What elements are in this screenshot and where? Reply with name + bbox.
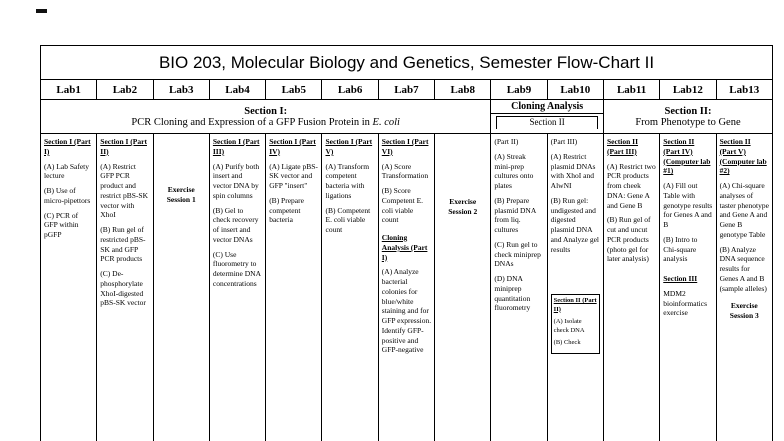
column-heading: Section I (Part III) — [212, 137, 260, 156]
section1-header: Section I: PCR Cloning and Expression of… — [39, 99, 492, 134]
column-text: (B) Run gel of restricted pBS-SK and GFP… — [100, 225, 146, 264]
lab-header-7: Lab7 — [377, 79, 436, 100]
column-text: (A) Purify both insert and vector DNA by… — [212, 161, 260, 200]
lab12-column: Section II (Part IV) (Computer lab #1) (A… — [659, 133, 717, 441]
lab11-column: Section II (Part III) (A) Restrict two PC… — [602, 133, 661, 441]
column-text: (D) DNA miniprep quantitation fluorometr… — [494, 274, 531, 313]
lab10-column: (Part III) (A) Restrict plasmid DNAs with… — [546, 133, 604, 441]
section1-subtitle-text: PCR Cloning and Expression of a GFP Fusi… — [131, 116, 373, 128]
column-text: (A) Restrict plasmid DNAs with XhoI and … — [550, 151, 596, 190]
column-text: (B) Prepare plasmid DNA from liq. cultur… — [494, 195, 536, 234]
lab8-column: Exercise Session 2 — [434, 133, 492, 441]
exercise-session-label: Exercise Session 1 — [166, 185, 196, 204]
section2-title: Section II: — [664, 105, 712, 117]
column-text: (A) Score Transformation — [381, 161, 429, 181]
lab7-column: Section I (Part VI) (A) Score Transformat… — [377, 133, 436, 441]
lab1-column: Section I (Part I) (A) Lab Safety lecture… — [39, 133, 98, 441]
lab-header-5: Lab5 — [265, 79, 323, 100]
column-text: (C) Run gel to check miniprep DNAs — [494, 239, 541, 269]
lab2-column: Section I (Part II) (A) Restrict GFP PCR … — [96, 133, 154, 441]
column-text: (B) Intro to Chi-square analysis — [663, 234, 698, 264]
lab6-column: Section I (Part V) (A) Transform competen… — [321, 133, 379, 441]
column-heading: Cloning Analysis (Part I) — [381, 233, 428, 262]
section2-subtitle: From Phenotype to Gene — [635, 116, 741, 128]
cloning-analysis-header: Cloning Analysis Section II — [490, 99, 604, 134]
column-text: (B) Prepare competent bacteria — [269, 195, 304, 225]
column-text: (B) Analyze DNA sequence results for Gen… — [719, 244, 767, 293]
column-text: (A) Analyze bacterial colonies for blue/… — [381, 267, 432, 355]
section1-subtitle-italic: E. coli — [372, 116, 400, 128]
cloning-analysis-title: Cloning Analysis — [491, 100, 603, 114]
lab-header-13: Lab13 — [715, 79, 774, 100]
exercise-session-label: Exercise Session 3 — [729, 301, 759, 320]
nested-section-box: Section II (Part II) (A) Isolate check DN… — [550, 294, 600, 355]
column-text: (A) Chi-square analyses of taster phenot… — [719, 181, 769, 239]
lab-header-4: Lab4 — [208, 79, 267, 100]
section-header-row: Section I: PCR Cloning and Expression of… — [39, 99, 774, 134]
cloning-analysis-subsection: Section II — [496, 116, 598, 129]
lab-header-10: Lab10 — [546, 79, 604, 100]
column-heading: Section I (Part V) — [325, 137, 373, 156]
content-row: Section I (Part I) (A) Lab Safety lecture… — [39, 133, 774, 441]
column-text: (B) Competent E. coli viable count — [325, 205, 371, 235]
column-heading: Section I (Part VI) — [381, 137, 429, 156]
exercise-session-label: Exercise Session 2 — [448, 197, 478, 216]
page-title: BIO 203, Molecular Biology and Genetics,… — [40, 45, 773, 80]
column-heading: Section II (Part III) — [606, 137, 639, 156]
section2-header: Section II: From Phenotype to Gene — [602, 99, 774, 134]
flowchart-table: BIO 203, Molecular Biology and Genetics,… — [39, 45, 774, 441]
column-heading: Section II (Part V) (Computer lab #2) — [719, 137, 767, 176]
column-text: (A) Transform competent bacteria with li… — [325, 161, 370, 200]
title-row: BIO 203, Molecular Biology and Genetics,… — [40, 45, 773, 80]
column-text: (B) Check — [553, 339, 581, 346]
lab-header-9: Lab9 — [490, 79, 548, 100]
column-text: (A) Restrict two PCR products from cheek… — [606, 161, 656, 210]
column-text: (A) Restrict GFP PCR product and restric… — [100, 161, 149, 220]
lab-header-3: Lab3 — [152, 79, 210, 100]
column-text: (A) Streak mini-prep cultures onto plate… — [494, 151, 534, 190]
lab-header-row: Lab1 Lab2 Lab3 Lab4 Lab5 Lab6 Lab7 Lab8 Lab9 Lab1… — [39, 79, 774, 100]
lab5-column: Section I (Part IV) (A) Ligate pBS-SK vec… — [265, 133, 323, 441]
column-heading: Section I (Part I) — [44, 137, 91, 156]
column-text: (A) Fill out Table with genotype results… — [663, 181, 713, 229]
section1-subtitle: PCR Cloning and Expression of a GFP Fusi… — [41, 117, 490, 128]
lab9-column: (Part II) (A) Streak mini-prep cultures o… — [490, 133, 548, 441]
column-text: (C) PCR of GFP within pGFP — [44, 210, 79, 240]
lab3-column: Exercise Session 1 — [152, 133, 210, 441]
scan-artifact — [36, 9, 47, 13]
column-heading: Section I (Part IV) — [269, 137, 316, 156]
lab-header-11: Lab11 — [602, 79, 661, 100]
lab-header-8: Lab8 — [434, 79, 492, 100]
column-text: (C) De-phosphorylate XhoI-digested pBS-S… — [100, 269, 146, 308]
column-heading: Section I (Part II) — [100, 137, 147, 156]
lab-header-12: Lab12 — [659, 79, 717, 100]
column-text: (Part II) — [494, 137, 519, 146]
column-text: (B) Run gel of cut and uncut PCR product… — [606, 215, 651, 264]
column-text: (A) Isolate check DNA — [553, 318, 585, 334]
lab-header-1: Lab1 — [39, 79, 98, 100]
column-text: MDM2 bioinformatics exercise — [663, 288, 708, 318]
column-text: (A) Lab Safety lecture — [44, 161, 89, 181]
lab4-column: Section I (Part III) (A) Purify both inse… — [208, 133, 267, 441]
column-text: (A) Ligate pBS-SK vector and GFP "insert… — [269, 161, 318, 191]
section1-title: Section I: — [244, 105, 288, 117]
column-heading: Section II (Part IV) (Computer lab #1) — [663, 137, 711, 176]
column-text: (B) Run gel: undigested and digested pla… — [550, 195, 599, 254]
column-heading: Section III — [663, 274, 698, 283]
column-text: (B) Use of micro-pipettors — [44, 186, 91, 205]
lab-header-6: Lab6 — [321, 79, 379, 100]
column-text: (Part III) — [550, 137, 578, 146]
column-text: (B) Score Competent E. coli viable count — [381, 186, 424, 225]
column-text: (B) Gel to check recovery of insert and … — [212, 205, 259, 244]
column-text: (C) Use fluorometry to determine DNA con… — [212, 249, 261, 288]
lab13-column: Section II (Part V) (Computer lab #2) (A)… — [715, 133, 774, 441]
column-heading: Section II (Part II) — [553, 297, 597, 313]
lab-header-2: Lab2 — [96, 79, 154, 100]
